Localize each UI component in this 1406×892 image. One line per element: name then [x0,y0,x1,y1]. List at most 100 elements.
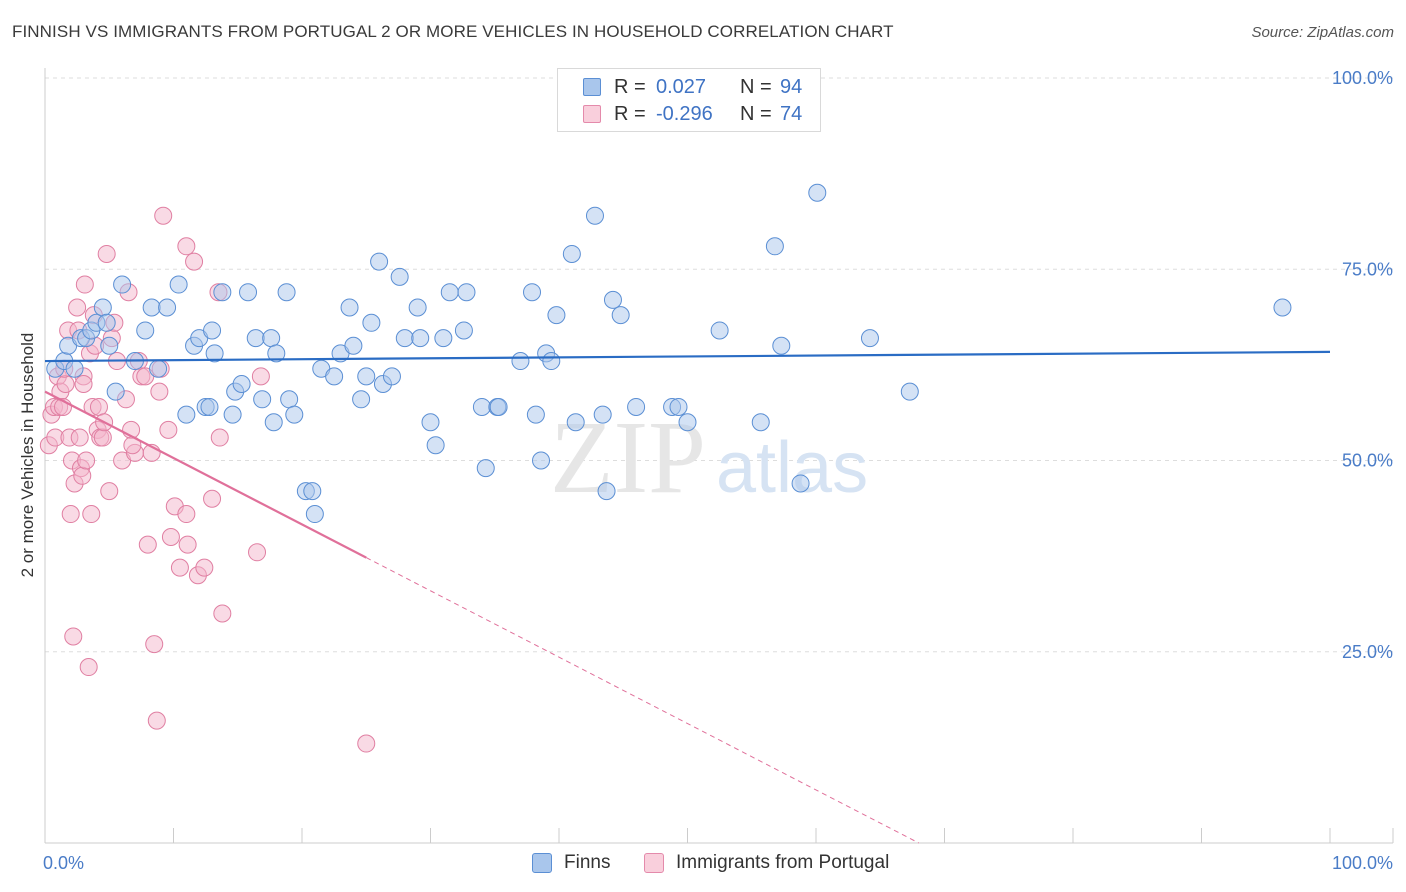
finns-point [603,290,622,309]
portugal-point [251,367,270,386]
finns-point [267,344,286,363]
legend-n-value: 74 [780,102,803,125]
finns-point [669,397,688,416]
y-tick-label: 100.0% [1332,68,1393,88]
finns-point [223,405,242,424]
finns-point [93,298,112,317]
finns-point [142,298,161,317]
legend-swatch-finns [583,78,601,96]
finns-point [177,405,196,424]
finns-point [434,329,453,348]
finns-point [370,252,389,271]
legend-row-portugal: R = -0.296 N = 74 [558,100,802,128]
finns-point [860,329,879,348]
portugal-point [159,420,178,439]
watermark-atlas: atlas [716,428,868,508]
y-tick-label: 25.0% [1342,642,1393,662]
finns-point [627,397,646,416]
portugal-point [248,543,267,562]
bottom-legend-swatch-finns [532,853,552,873]
finns-point [344,336,363,355]
portugal-point [61,505,80,524]
finns-point [489,397,508,416]
trend-lines [44,350,1331,844]
y-tick-label: 50.0% [1342,451,1393,471]
finns-point [751,413,770,432]
portugal-point [213,604,232,623]
finns-point [305,505,324,524]
finns-point [100,336,119,355]
finns-point [791,474,810,493]
finns-point [390,267,409,286]
portugal-point [100,482,119,501]
finns-point [808,183,827,202]
legend-r-value: 0.027 [656,75,707,98]
finns-point [511,352,530,371]
finns-point [440,283,459,302]
portugal-point [185,252,204,271]
portugal-point [138,535,157,554]
finns-point [97,313,116,332]
portugal-trend-line-dashed [366,557,920,844]
portugal-point [79,658,98,677]
finns-point [200,397,219,416]
portugal-point [75,275,94,294]
finns-point [239,283,258,302]
portugal-point [154,206,173,225]
finns-point [476,459,495,478]
chart-title: FINNISH VS IMMIGRANTS FROM PORTUGAL 2 OR… [12,22,894,41]
bottom-legend-portugal: Immigrants from Portugal [644,852,889,874]
portugal-point [203,489,222,508]
source-label: Source: ZipAtlas.com [1251,24,1394,41]
finns-point [547,306,566,325]
portugal-point [93,428,112,447]
finns-point [426,436,445,455]
legend-r-label: R = [614,75,646,98]
finns-point [158,298,177,317]
finns-point [1273,298,1292,317]
finns-point [382,367,401,386]
finns-point [280,390,299,409]
finns-point [593,405,612,424]
finns-point [277,283,296,302]
portugal-point [161,528,180,546]
finns-point [340,298,359,317]
x-tick-label-max: 100.0% [1332,853,1393,873]
finns-point [421,413,440,432]
portugal-point [73,466,92,485]
portugal-trend-line [44,390,367,559]
portugal-point [177,505,196,524]
finns-point [472,397,491,416]
finns-point [532,451,551,470]
finns-point [566,413,585,432]
legend-row-finns: R = 0.027 N = 94 [558,73,802,101]
finns-trend-line [44,350,1331,363]
finns-point [264,413,283,432]
y-tick-label: 75.0% [1342,259,1393,279]
portugal-point [77,451,96,470]
finns-point [408,298,427,317]
finns-point [169,275,188,294]
finns-point [411,329,430,348]
finns-point [710,321,729,340]
portugal-point [97,244,116,263]
portugal-point [56,375,75,393]
finns-point [597,482,616,501]
finns-point [523,283,542,302]
finns-point [357,367,376,386]
finns-point [362,313,381,332]
portugal-point [150,382,169,401]
bottom-legend-finns: Finns [532,852,610,874]
finns-point [352,390,371,409]
finns-point [149,359,168,378]
portugal-point [195,558,214,577]
portugal-point [74,375,93,393]
finns-point [106,382,125,401]
finns-point [253,390,272,409]
finns-point [65,359,84,378]
portugal-point [177,237,196,256]
finns-point [395,329,414,348]
axes [44,68,1394,844]
finns-point [678,413,697,432]
series-portugal [39,206,376,753]
